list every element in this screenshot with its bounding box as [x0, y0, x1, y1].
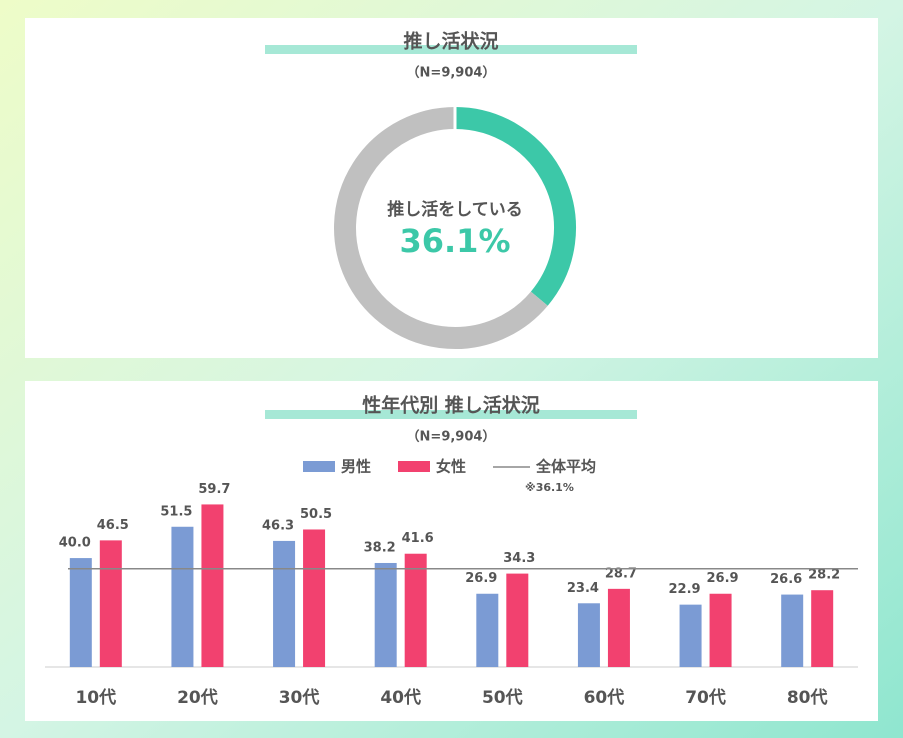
value-label: 28.7	[605, 566, 637, 581]
legend-label: 男性	[341, 458, 371, 476]
title-band	[265, 45, 637, 54]
legend-swatch	[398, 461, 430, 472]
bar	[781, 594, 804, 667]
value-label: 38.2	[364, 540, 396, 555]
bar	[679, 604, 702, 667]
bar	[374, 562, 397, 667]
legend-note: ※36.1%	[525, 481, 574, 494]
title-band	[265, 410, 637, 419]
bar	[303, 529, 326, 667]
value-label: 50.5	[300, 507, 332, 522]
chart-title: 性年代別 推し活状況	[362, 394, 540, 417]
bar	[171, 526, 194, 667]
value-label: 46.5	[97, 518, 129, 533]
value-label: 34.3	[503, 551, 535, 566]
donut-segment	[454, 107, 576, 306]
value-label: 26.6	[770, 572, 802, 587]
bar	[201, 504, 224, 667]
value-label: 51.5	[160, 504, 192, 519]
x-tick-label: 60代	[584, 687, 625, 708]
x-tick-label: 40代	[380, 687, 421, 708]
x-tick-label: 50代	[482, 687, 523, 708]
chart-title: 推し活状況	[403, 30, 498, 53]
x-tick-label: 30代	[279, 687, 320, 708]
x-tick-label: 20代	[177, 687, 218, 708]
bar	[69, 558, 92, 667]
value-label: 23.4	[567, 581, 599, 596]
panel	[25, 18, 878, 358]
value-label: 26.9	[707, 571, 739, 586]
bar	[506, 573, 529, 667]
bar	[811, 590, 834, 667]
value-label: 46.3	[262, 518, 294, 533]
bar	[273, 540, 296, 667]
value-label: 40.0	[59, 536, 91, 551]
panel	[25, 381, 878, 721]
chart-subtitle: （N=9,904）	[407, 429, 496, 445]
value-label: 22.9	[669, 582, 701, 597]
bar	[404, 553, 427, 667]
value-label: 26.9	[465, 571, 497, 586]
value-label: 59.7	[198, 482, 230, 497]
bar	[709, 593, 732, 667]
legend-swatch	[303, 461, 335, 472]
bar	[476, 593, 499, 667]
legend-label: 全体平均	[535, 458, 596, 476]
x-tick-label: 70代	[685, 687, 726, 708]
legend-label: 女性	[436, 458, 466, 476]
x-tick-label: 10代	[75, 687, 116, 708]
center-label: 推し活をしている	[387, 199, 523, 220]
bar	[607, 588, 630, 667]
bar	[99, 540, 122, 667]
chart-subtitle: （N=9,904）	[407, 65, 496, 81]
center-value: 36.1%	[399, 222, 510, 260]
x-tick-label: 80代	[787, 687, 828, 708]
bar	[577, 603, 600, 667]
value-label: 41.6	[402, 531, 434, 546]
donut-segment	[334, 107, 548, 349]
value-label: 28.2	[808, 568, 840, 583]
